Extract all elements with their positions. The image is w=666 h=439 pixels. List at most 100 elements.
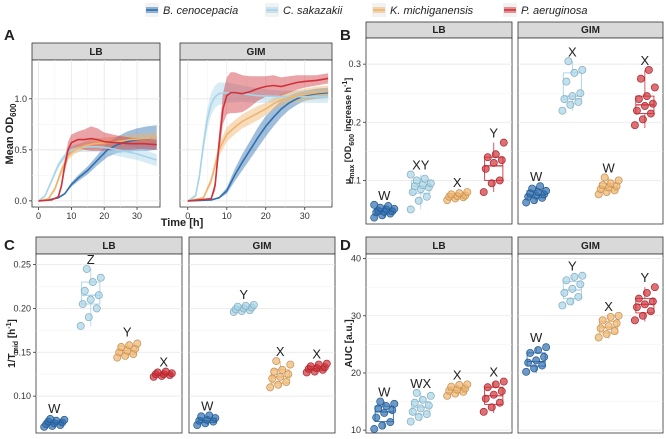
data-point xyxy=(483,153,492,162)
data-point xyxy=(540,352,549,361)
data-point xyxy=(524,358,533,367)
data-point xyxy=(80,286,89,295)
y-axis-title-part: increase h xyxy=(343,87,353,134)
data-point xyxy=(426,391,435,400)
data-point xyxy=(284,370,293,379)
data-point xyxy=(88,278,97,287)
data-point xyxy=(566,297,575,306)
data-point xyxy=(558,301,567,310)
data-point xyxy=(406,205,415,214)
y-tick-label: 10 xyxy=(351,425,361,435)
data-point xyxy=(161,367,170,376)
data-point xyxy=(487,403,496,412)
group-letter: XY xyxy=(412,158,430,173)
group-letter: Y xyxy=(489,126,498,141)
data-point xyxy=(497,387,506,396)
data-point xyxy=(96,273,105,282)
data-point xyxy=(530,364,539,373)
box-group: X xyxy=(594,299,623,342)
x-tick-label: 10 xyxy=(222,211,232,221)
series-line xyxy=(187,90,329,202)
legend-label: C. sakazakii xyxy=(283,5,343,17)
data-point xyxy=(60,415,69,424)
data-point xyxy=(646,307,655,316)
box-group: Y xyxy=(558,259,587,310)
y-axis-title: μmax [OD600 increase h-1] xyxy=(342,78,356,184)
data-point xyxy=(241,301,250,310)
box-group: W xyxy=(370,188,399,222)
box-group: Y xyxy=(479,126,508,196)
data-point xyxy=(568,92,577,101)
series-line xyxy=(187,77,329,202)
data-point xyxy=(574,97,583,106)
x-tick-label: 20 xyxy=(261,211,271,221)
legend-label: B. cenocepacia xyxy=(163,5,238,17)
y-axis-title: 1/Tmid [h-1] xyxy=(6,319,20,368)
data-point xyxy=(642,288,651,297)
data-point xyxy=(648,99,657,108)
data-point xyxy=(286,360,295,369)
box-group: W xyxy=(594,161,623,199)
data-point xyxy=(532,356,541,365)
data-point xyxy=(418,395,427,404)
group-letter: X xyxy=(641,53,650,68)
group-letter: W xyxy=(530,169,543,184)
series-band xyxy=(187,87,329,201)
data-point xyxy=(578,271,587,280)
panel-letter: B xyxy=(340,27,351,44)
data-point xyxy=(576,280,585,289)
data-point xyxy=(630,316,639,325)
facet-gim: GIM W X W X xyxy=(517,21,664,225)
y-axis-title: AUC [a.u.] xyxy=(344,319,355,367)
data-point xyxy=(272,357,281,365)
data-point xyxy=(487,179,496,188)
y-axis-title-part: [OD xyxy=(343,145,353,164)
series-line xyxy=(187,91,329,202)
y-tick-label: 0.25 xyxy=(13,260,31,270)
data-point xyxy=(422,192,431,201)
x-tick-label: 10 xyxy=(66,211,76,221)
data-point xyxy=(497,156,506,165)
box-group: X xyxy=(479,365,508,416)
data-point xyxy=(322,359,331,368)
data-point xyxy=(642,92,651,101)
series-line xyxy=(38,136,157,202)
data-point xyxy=(648,297,657,306)
plot-area xyxy=(31,59,161,208)
group-letter: X xyxy=(604,299,613,314)
data-point xyxy=(86,295,95,304)
x-tick-label: 0 xyxy=(185,211,190,221)
data-point xyxy=(412,389,421,397)
data-point xyxy=(414,196,423,205)
data-point xyxy=(410,398,419,407)
y-axis-title-part: ] xyxy=(7,319,18,322)
data-point xyxy=(640,300,649,309)
x-tick-label: 30 xyxy=(300,211,310,221)
plot-area xyxy=(517,253,664,434)
y-axis-title-part: μ xyxy=(343,179,353,185)
panel-a: A LB 0 10 20 30 0.0 0.5 1.0 GIM 0 10 20 30 Time [h] Mea… xyxy=(4,27,333,229)
y-axis-title: Mean OD600 xyxy=(4,103,18,165)
y-axis-title-main: Mean OD xyxy=(4,117,16,165)
data-point xyxy=(634,294,643,303)
series-band xyxy=(187,72,329,201)
data-point xyxy=(270,367,279,376)
data-point xyxy=(46,415,55,423)
data-point xyxy=(598,316,607,325)
group-letter: X xyxy=(453,175,462,190)
box-group: X xyxy=(443,175,472,205)
box-group: X xyxy=(149,355,176,381)
box-group: X xyxy=(630,53,659,130)
data-point xyxy=(640,102,649,110)
panel-d: D LB W WX X X 10 20 30 40 GIM W Y X Y AUC [a.u.] xyxy=(340,236,664,435)
legend-key xyxy=(145,3,159,17)
data-point xyxy=(455,381,464,389)
data-point xyxy=(414,413,423,421)
data-point xyxy=(205,411,214,420)
x-tick-label: 0 xyxy=(36,211,41,221)
y-tick-label: 30 xyxy=(351,311,361,321)
y-axis-title-part: -1 xyxy=(342,81,349,87)
data-point xyxy=(638,115,647,124)
